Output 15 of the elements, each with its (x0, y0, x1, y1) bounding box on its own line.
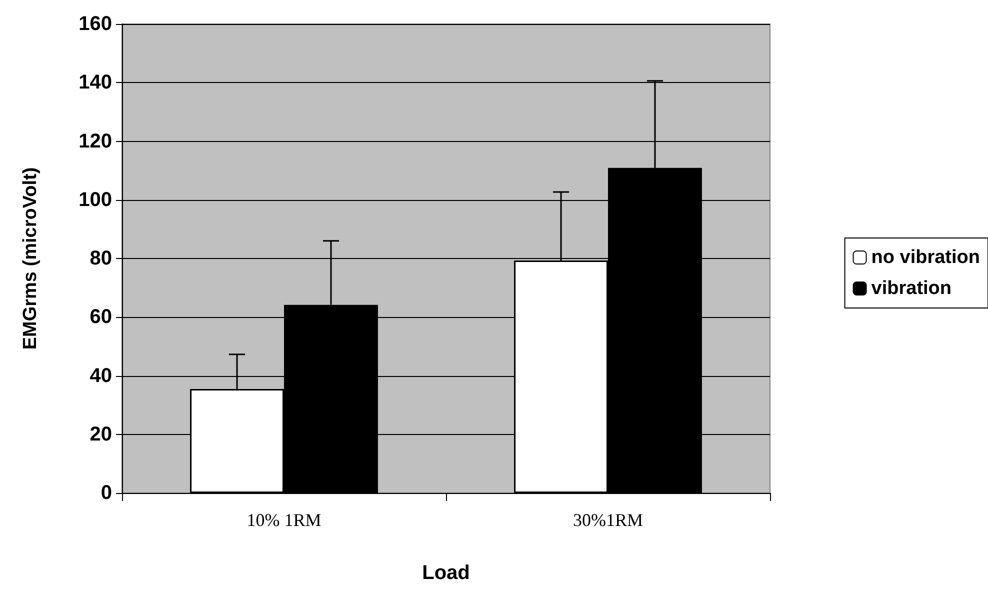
y-tick-label: 160 (78, 13, 112, 35)
legend-label: no vibration (871, 247, 980, 268)
y-tick-label: 100 (78, 188, 112, 211)
y-tick-label: 40 (90, 364, 112, 387)
y-axis-title: EMGrms (microVolt) (20, 167, 41, 350)
legend-label: vibration (871, 278, 952, 299)
x-axis-title: Load (422, 562, 470, 584)
y-tick-label: 60 (90, 306, 112, 328)
x-tick-label: 10% 1RM (246, 510, 322, 530)
y-tick-label: 140 (78, 72, 112, 94)
y-tick-label: 0 (100, 482, 112, 504)
y-tick-label: 80 (90, 248, 112, 270)
y-tick-label: 20 (90, 423, 112, 446)
y-tick-label: 120 (78, 130, 112, 152)
x-tick-label: 30%1RM (572, 510, 644, 530)
